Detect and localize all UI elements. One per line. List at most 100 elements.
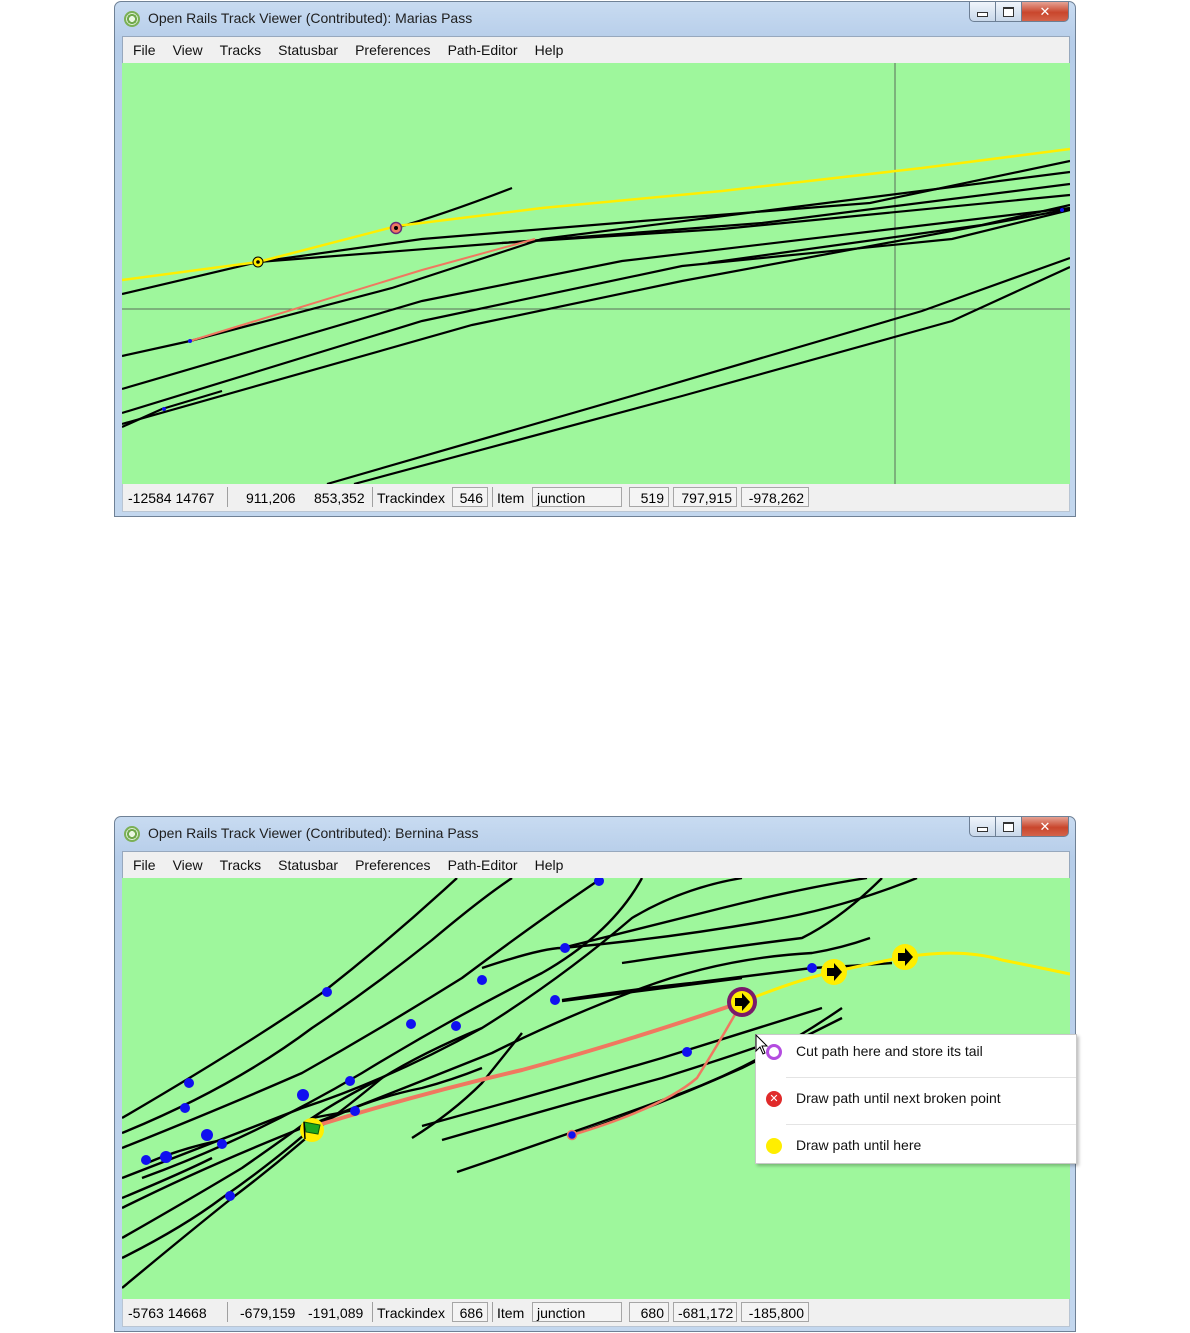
track-drawing[interactable] xyxy=(122,63,1070,484)
status-bar: -12584 14767 911,206 853,352 Trackindex … xyxy=(122,484,1070,512)
status-separator xyxy=(492,487,493,507)
menu-item-label: Cut path here and store its tail xyxy=(796,1043,983,1059)
tracks xyxy=(122,159,1070,484)
trackindex-value: 546 xyxy=(452,487,488,507)
purple-ring-icon xyxy=(766,1044,782,1060)
title-bar[interactable]: Open Rails Track Viewer (Contributed): M… xyxy=(115,2,1075,36)
status-separator xyxy=(492,1302,493,1322)
window-controls: ✕ xyxy=(969,817,1069,837)
menu-statusbar[interactable]: Statusbar xyxy=(278,42,339,58)
junction-icon[interactable] xyxy=(451,1021,461,1031)
junction-icon[interactable] xyxy=(141,1155,151,1165)
menu-item-label: Draw path until next broken point xyxy=(796,1090,1001,1106)
junction-icon[interactable] xyxy=(297,1089,309,1101)
red-broken-point-icon: ✕ xyxy=(766,1091,782,1107)
mouse-pointer-icon xyxy=(755,1034,769,1055)
menu-view[interactable]: View xyxy=(172,42,203,58)
arrow-icon xyxy=(827,963,842,981)
close-button[interactable]: ✕ xyxy=(1022,817,1069,837)
item-x-value: 797,915 xyxy=(673,487,737,507)
track-line xyxy=(481,946,563,970)
status-separator xyxy=(372,487,373,507)
track-line xyxy=(122,208,1070,415)
junction-icon[interactable] xyxy=(406,1019,416,1029)
junction-icon[interactable] xyxy=(477,975,487,985)
track-line xyxy=(561,878,868,950)
track-line xyxy=(311,1066,483,1130)
junction-icon[interactable] xyxy=(1060,208,1064,212)
menu-path-editor[interactable]: Path-Editor xyxy=(447,857,518,873)
item-z-value: -978,262 xyxy=(741,487,809,507)
maximize-icon xyxy=(1003,6,1014,17)
menu-help[interactable]: Help xyxy=(534,857,564,873)
menu-file[interactable]: File xyxy=(133,42,156,58)
junction-icon[interactable] xyxy=(160,1151,172,1163)
junction-icon[interactable] xyxy=(682,1047,692,1057)
arrow-icon xyxy=(735,993,750,1011)
junction-icon[interactable] xyxy=(350,1106,360,1116)
track-line xyxy=(122,170,1070,358)
maximize-button[interactable] xyxy=(996,817,1022,837)
broken-path-line xyxy=(571,1001,744,1137)
maximize-button[interactable] xyxy=(996,2,1022,22)
track-drawing[interactable] xyxy=(122,878,1070,1299)
track-line xyxy=(141,878,644,1180)
junction-icon[interactable] xyxy=(180,1103,190,1113)
mouse-coordinates: -5763 14668 xyxy=(128,1305,207,1321)
location-z: -191,089 xyxy=(308,1305,364,1321)
title-bar[interactable]: Open Rails Track Viewer (Contributed): B… xyxy=(115,817,1075,851)
item-label: Item xyxy=(497,1305,525,1321)
junction-icon[interactable] xyxy=(217,1139,227,1149)
location-x: -679,159 xyxy=(240,1305,296,1321)
menu-preferences[interactable]: Preferences xyxy=(355,857,431,873)
minimize-icon xyxy=(977,11,988,17)
track-line xyxy=(122,1077,383,1289)
menu-item-draw-until-broken[interactable]: ✕ Draw path until next broken point xyxy=(756,1082,1076,1128)
menu-preferences[interactable]: Preferences xyxy=(355,42,431,58)
track-canvas[interactable] xyxy=(122,63,1070,484)
item-type-value: junction xyxy=(532,1302,622,1322)
menu-file[interactable]: File xyxy=(133,857,156,873)
menu-item-cut-path[interactable]: Cut path here and store its tail xyxy=(756,1035,1076,1081)
trackindex-label: Trackindex xyxy=(377,1305,445,1321)
junction-icon[interactable] xyxy=(594,878,604,886)
junction-icon[interactable] xyxy=(225,1191,235,1201)
track-line xyxy=(353,265,1070,484)
menu-bar: File View Tracks Statusbar Preferences P… xyxy=(122,851,1070,878)
mouse-coordinates: -12584 14767 xyxy=(128,490,215,506)
openrails-logo-icon xyxy=(124,826,140,842)
broken-path-line xyxy=(189,238,536,342)
path-node-center xyxy=(256,260,260,264)
menu-view[interactable]: View xyxy=(172,857,203,873)
menu-path-editor[interactable]: Path-Editor xyxy=(447,42,518,58)
track-line xyxy=(146,1138,223,1165)
junction-icon[interactable] xyxy=(560,943,570,953)
junction-icon[interactable] xyxy=(550,995,560,1005)
track-line xyxy=(257,182,1070,264)
item-id-value: 680 xyxy=(629,1302,669,1322)
junction-icon[interactable] xyxy=(345,1076,355,1086)
close-button[interactable]: ✕ xyxy=(1022,2,1069,22)
menu-help[interactable]: Help xyxy=(534,42,564,58)
junction-icon[interactable] xyxy=(184,1078,194,1088)
minimize-button[interactable] xyxy=(969,2,996,22)
start-flag-icon xyxy=(303,1121,321,1135)
track-viewer-window-bernina: Open Rails Track Viewer (Contributed): B… xyxy=(114,816,1076,1332)
menu-bar: File View Tracks Statusbar Preferences P… xyxy=(122,36,1070,63)
junction-icon[interactable] xyxy=(201,1129,213,1141)
junction-icon[interactable] xyxy=(807,963,817,973)
minimize-button[interactable] xyxy=(969,817,996,837)
menu-item-draw-until-here[interactable]: Draw path until here xyxy=(756,1129,1076,1175)
path-end-marker-icon[interactable] xyxy=(566,1129,578,1141)
track-line xyxy=(561,976,743,1003)
menu-tracks[interactable]: Tracks xyxy=(219,42,262,58)
menu-tracks[interactable]: Tracks xyxy=(219,857,262,873)
menu-statusbar[interactable]: Statusbar xyxy=(278,857,339,873)
close-icon: ✕ xyxy=(1039,819,1051,834)
junction-icon[interactable] xyxy=(162,407,166,411)
junction-icon[interactable] xyxy=(188,339,192,343)
track-viewer-window-marias: Open Rails Track Viewer (Contributed): M… xyxy=(114,1,1076,517)
junction-icon[interactable] xyxy=(322,987,332,997)
status-separator xyxy=(227,1302,228,1322)
track-line xyxy=(122,878,458,1120)
